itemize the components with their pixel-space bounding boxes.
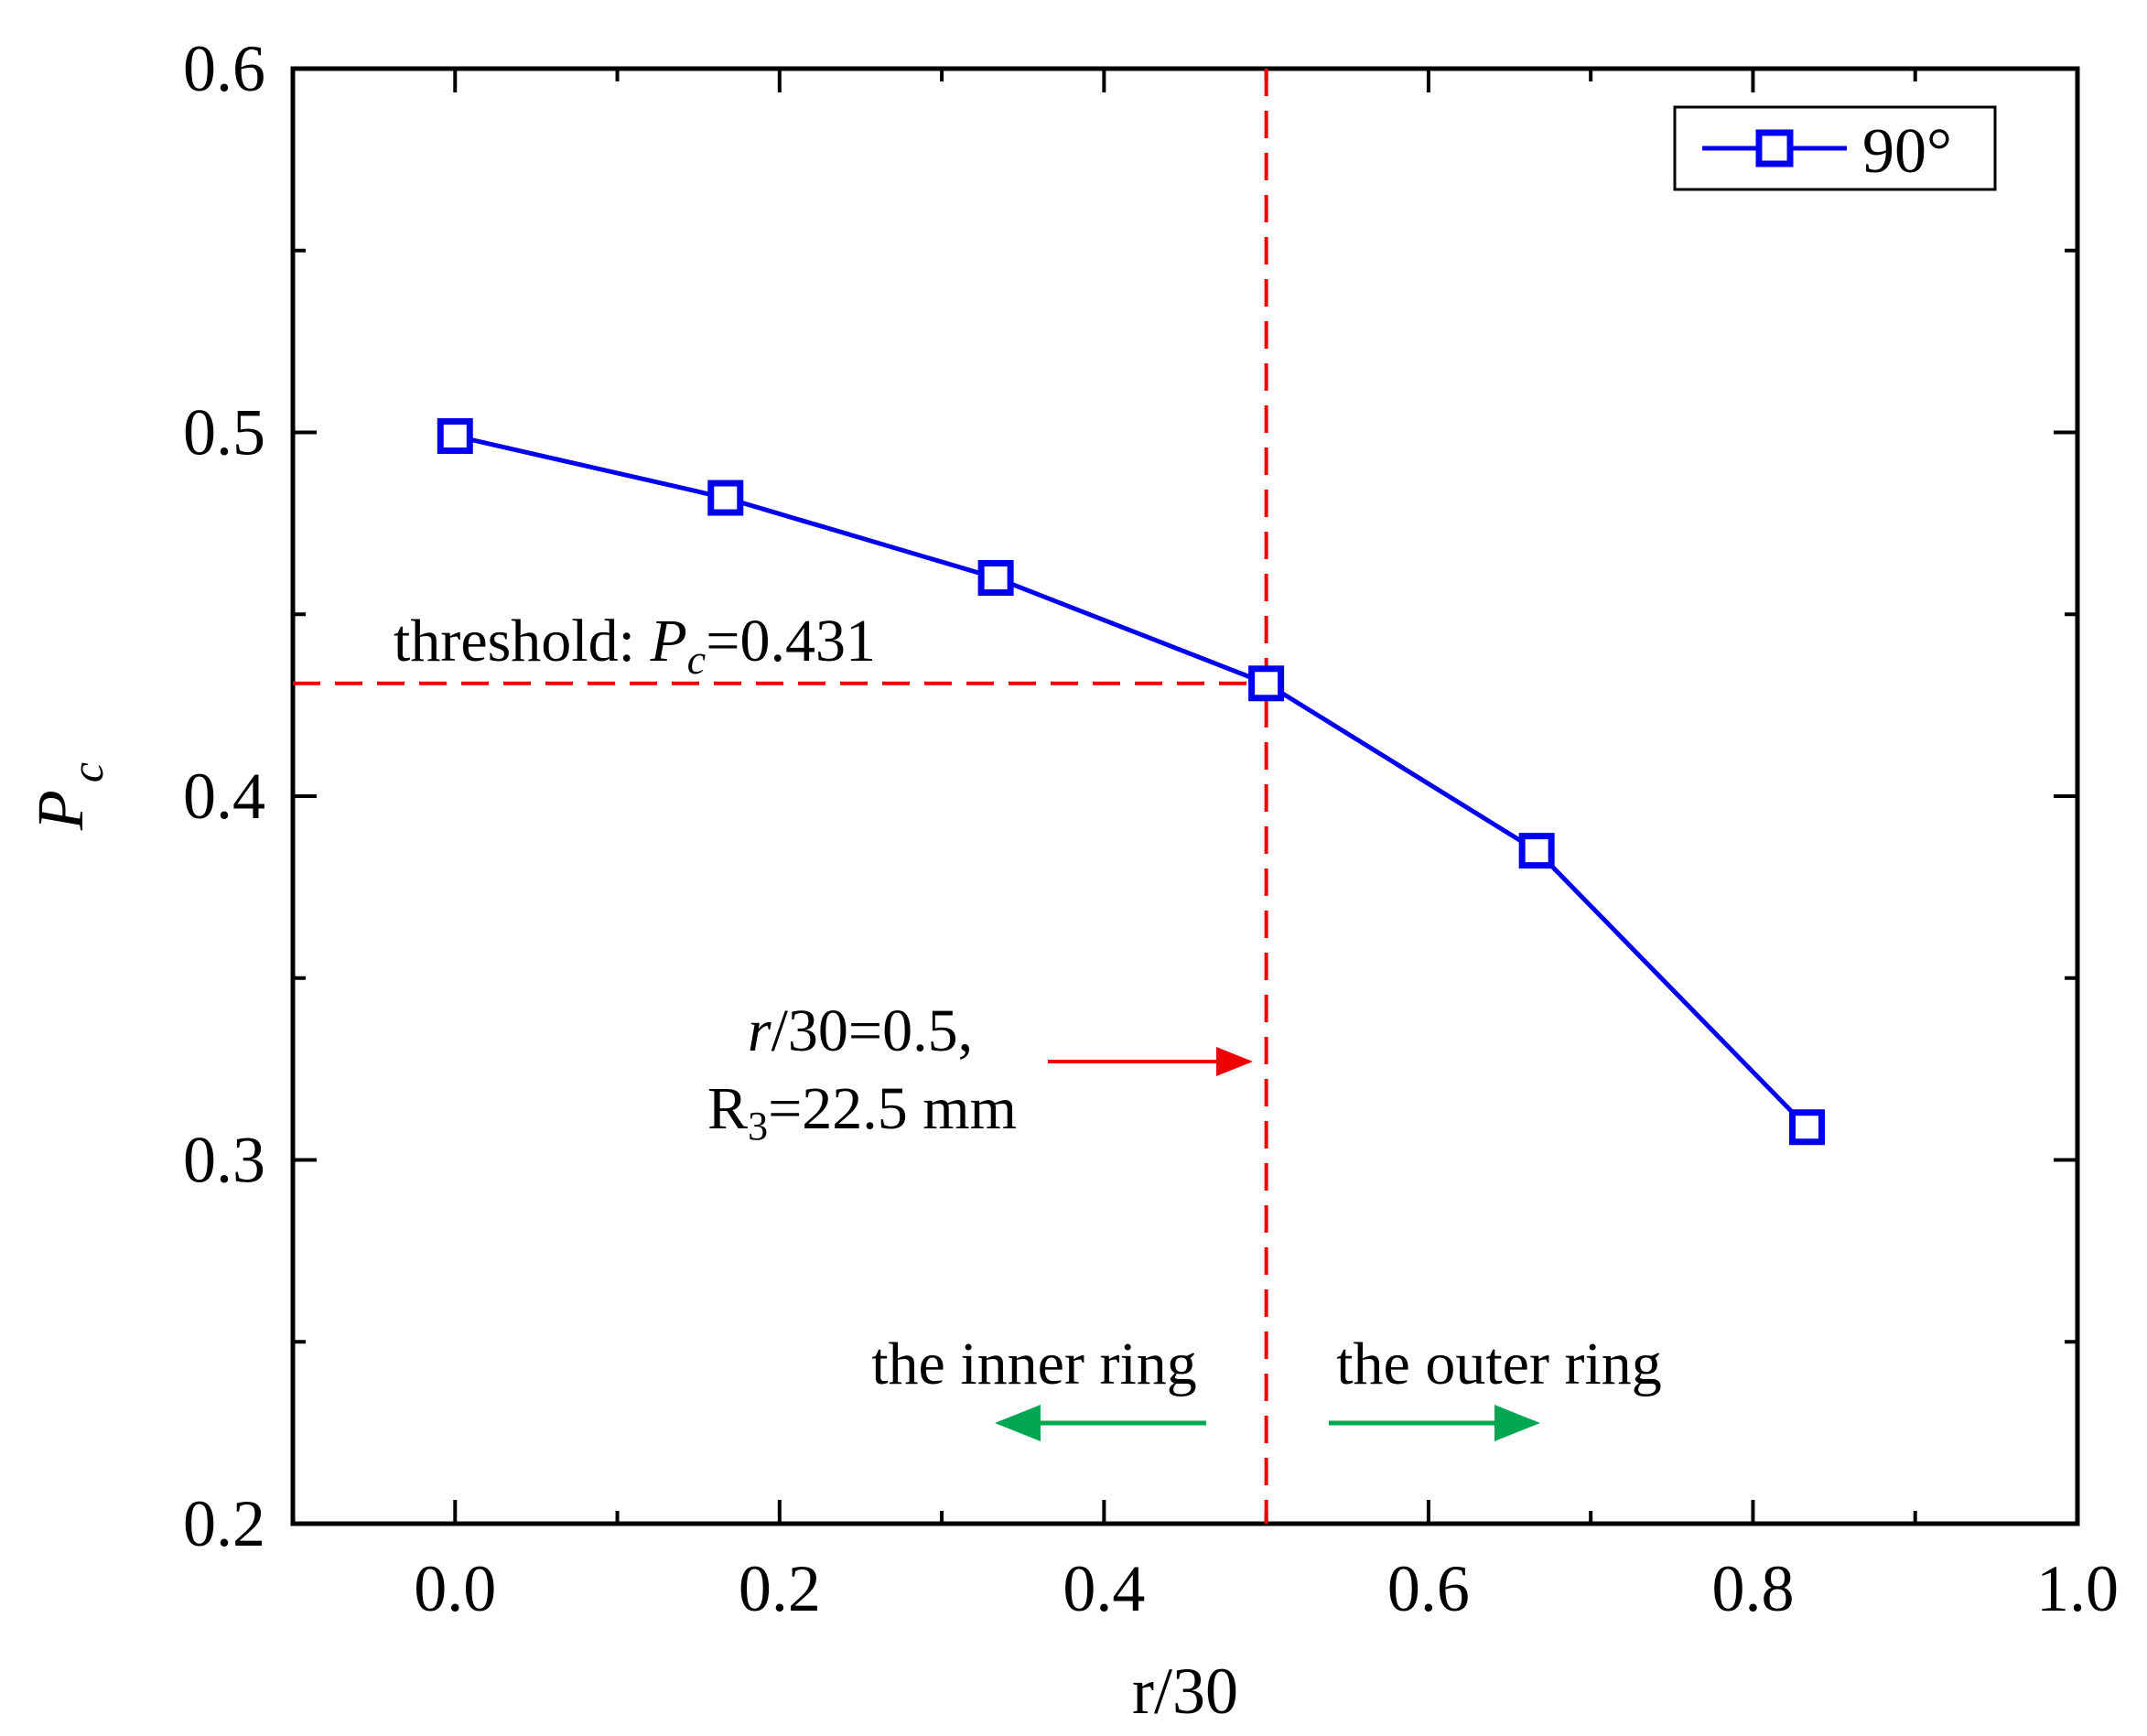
- boundary-annotation-var: r: [748, 997, 771, 1064]
- threshold-annotation-sub: c: [687, 636, 706, 683]
- data-point: [977, 560, 1014, 596]
- boundary-annotation-suffix: /30=0.5,: [771, 997, 974, 1064]
- legend-label: 90°: [1862, 116, 1952, 187]
- threshold-annotation-suffix: =0.431: [706, 608, 876, 674]
- outer-ring-label: the outer ring: [1336, 1331, 1662, 1397]
- y-axis-title-sub: c: [61, 762, 113, 782]
- x-tick-label: 1.0: [2036, 1552, 2119, 1625]
- legend-marker-sample: [1755, 129, 1794, 167]
- inner-ring-label: the inner ring: [871, 1331, 1197, 1397]
- x-tick-label: 0.8: [1711, 1552, 1794, 1625]
- data-point: [707, 480, 744, 516]
- boundary-annotation-main: R: [707, 1075, 748, 1142]
- threshold-annotation-prefix: threshold:: [394, 608, 650, 674]
- data-point: [1248, 665, 1285, 702]
- y-axis-title: Pc: [24, 762, 113, 831]
- y-tick-label: 0.4: [183, 760, 265, 833]
- x-tick-label: 0.2: [739, 1552, 821, 1625]
- data-point: [1518, 833, 1555, 869]
- x-tick-label: 0.4: [1063, 1552, 1145, 1625]
- y-tick-label: 0.6: [183, 32, 265, 105]
- legend: 90°: [1673, 105, 1997, 191]
- series-line: [454, 434, 1809, 1129]
- y-axis-title-main: P: [24, 790, 97, 831]
- y-tick-label: 0.2: [183, 1487, 265, 1560]
- plot-frame: [290, 66, 2080, 1526]
- y-tick-label: 0.3: [183, 1124, 265, 1197]
- x-axis-title: r/30: [1132, 1655, 1238, 1728]
- data-point: [1788, 1109, 1825, 1146]
- y-axis-ticks: 0.2 0.3 0.4 0.5 0.6: [183, 32, 2077, 1560]
- data-point: [437, 417, 473, 454]
- boundary-annotation-line2: R3=22.5 mm: [707, 1075, 1017, 1148]
- boundary-annotation-line1: r/30=0.5,: [748, 997, 973, 1064]
- x-tick-label: 0.6: [1387, 1552, 1470, 1625]
- boundary-annotation-sub: 3: [748, 1104, 768, 1148]
- series-90-group: [437, 417, 1825, 1146]
- threshold-annotation-var: P: [649, 608, 686, 674]
- y-tick-label: 0.5: [183, 396, 265, 469]
- threshold-annotation: threshold: Pc=0.431: [394, 608, 876, 683]
- x-axis-ticks: 0.0 0.2 0.4 0.6 0.8 1.0: [414, 69, 2119, 1625]
- x-tick-label: 0.0: [414, 1552, 496, 1625]
- boundary-annotation-tail: =22.5 mm: [768, 1075, 1017, 1142]
